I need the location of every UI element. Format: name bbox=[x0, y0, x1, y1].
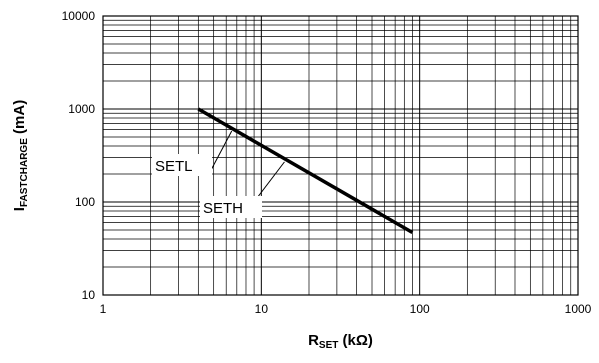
y-axis-title: IFASTCHARGE (mA) bbox=[11, 100, 30, 211]
annotation-label: SETH bbox=[203, 200, 243, 217]
y-tick-label: 10 bbox=[82, 288, 96, 302]
annotation-leader-line bbox=[209, 130, 233, 173]
y-axis-title-sub: FASTCHARGE bbox=[19, 138, 30, 207]
x-tick-label: 1 bbox=[100, 302, 107, 316]
tick-labels: 1 10 100 1000 10 100 1000 10000 bbox=[62, 9, 592, 316]
y-axis-title-suffix: (mA) bbox=[11, 100, 28, 138]
plot-frame bbox=[102, 15, 579, 296]
annotation-label: SETL bbox=[155, 158, 193, 175]
y-axis-title-main: I bbox=[11, 207, 28, 211]
series-lines bbox=[197, 107, 414, 235]
series-line bbox=[197, 107, 414, 235]
annotation-leader-line bbox=[253, 161, 285, 203]
annotation-background bbox=[200, 196, 262, 218]
y-tick-label: 1000 bbox=[68, 102, 95, 116]
x-axis-title-suffix: (kΩ) bbox=[338, 332, 373, 349]
x-axis-title-main: R bbox=[308, 332, 319, 349]
x-tick-label: 10 bbox=[255, 302, 269, 316]
y-tick-label: 100 bbox=[75, 195, 95, 209]
x-axis-title-sub: SET bbox=[319, 340, 338, 351]
y-tick-label: 10000 bbox=[62, 9, 96, 23]
x-tick-label: 100 bbox=[410, 302, 430, 316]
annotations: SETL SETH bbox=[152, 130, 285, 218]
x-tick-label: 1000 bbox=[565, 302, 592, 316]
x-axis-title: RSET (kΩ) bbox=[308, 332, 373, 351]
annotation-background bbox=[152, 154, 212, 176]
